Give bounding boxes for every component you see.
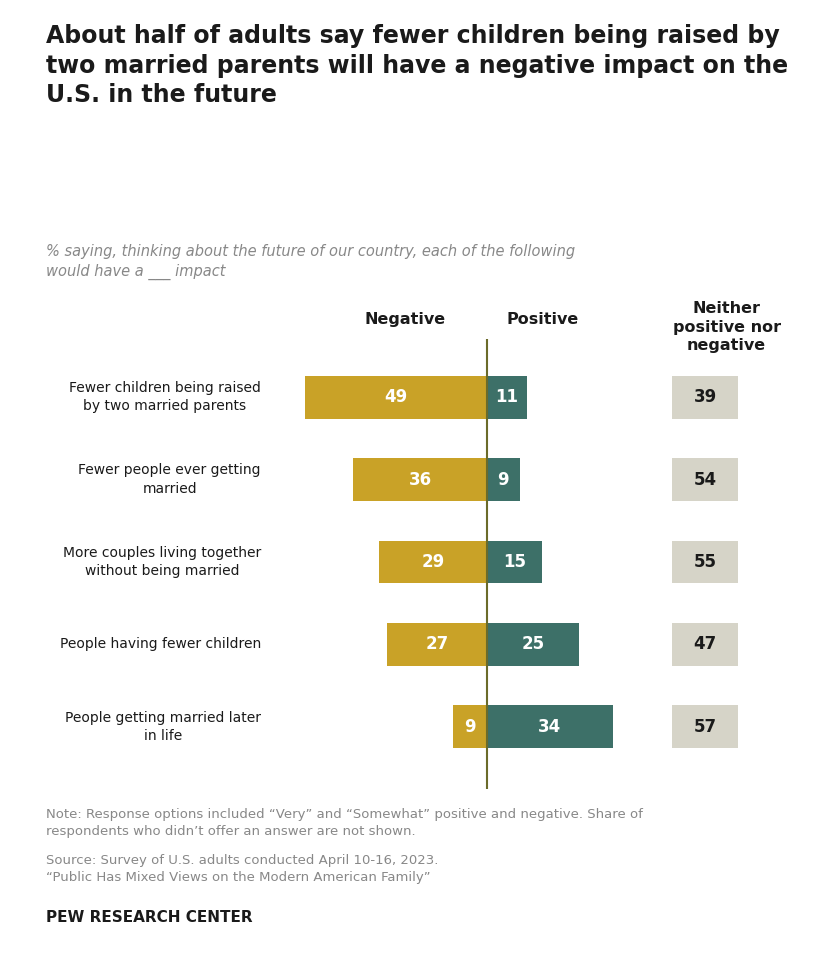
- Bar: [454, 706, 486, 749]
- Text: 11: 11: [496, 388, 518, 406]
- Text: PEW RESEARCH CENTER: PEW RESEARCH CENTER: [46, 910, 253, 925]
- Text: 49: 49: [385, 388, 407, 406]
- FancyBboxPatch shape: [672, 376, 738, 419]
- Text: About half of adults say fewer children being raised by
two married parents will: About half of adults say fewer children …: [46, 24, 788, 107]
- Text: More couples living together
without being married: More couples living together without bei…: [63, 546, 261, 578]
- Text: People getting married later
in life: People getting married later in life: [65, 710, 261, 743]
- Text: 36: 36: [408, 470, 432, 489]
- Bar: [486, 540, 543, 583]
- Text: Note: Response options included “Very” and “Somewhat” positive and negative. Sha: Note: Response options included “Very” a…: [46, 808, 643, 837]
- Text: Fewer people ever getting
married: Fewer people ever getting married: [78, 464, 261, 496]
- Text: 29: 29: [422, 553, 444, 571]
- Text: Fewer children being raised
by two married parents: Fewer children being raised by two marri…: [69, 380, 261, 413]
- Text: 15: 15: [503, 553, 526, 571]
- Bar: [486, 623, 580, 666]
- Text: 57: 57: [694, 718, 717, 736]
- FancyBboxPatch shape: [672, 540, 738, 583]
- Text: 39: 39: [694, 388, 717, 406]
- Text: 34: 34: [538, 718, 561, 736]
- Bar: [486, 706, 612, 749]
- Bar: [305, 376, 486, 419]
- Bar: [486, 376, 528, 419]
- FancyBboxPatch shape: [672, 706, 738, 749]
- Bar: [486, 458, 520, 501]
- Bar: [380, 540, 486, 583]
- FancyBboxPatch shape: [672, 623, 738, 666]
- Text: 27: 27: [425, 636, 449, 653]
- Text: Source: Survey of U.S. adults conducted April 10-16, 2023.
“Public Has Mixed Vie: Source: Survey of U.S. adults conducted …: [46, 854, 438, 883]
- Bar: [354, 458, 486, 501]
- Text: Positive: Positive: [507, 312, 579, 327]
- Text: 9: 9: [465, 718, 476, 736]
- Bar: [386, 623, 486, 666]
- FancyBboxPatch shape: [672, 458, 738, 501]
- Text: 55: 55: [694, 553, 717, 571]
- Text: 47: 47: [694, 636, 717, 653]
- Text: 54: 54: [694, 470, 717, 489]
- Text: Negative: Negative: [365, 312, 446, 327]
- Text: % saying, thinking about the future of our country, each of the following
would : % saying, thinking about the future of o…: [46, 244, 575, 280]
- Text: People having fewer children: People having fewer children: [60, 638, 261, 651]
- Text: Neither
positive nor
negative: Neither positive nor negative: [673, 301, 780, 354]
- Text: 25: 25: [522, 636, 544, 653]
- Text: 9: 9: [497, 470, 509, 489]
